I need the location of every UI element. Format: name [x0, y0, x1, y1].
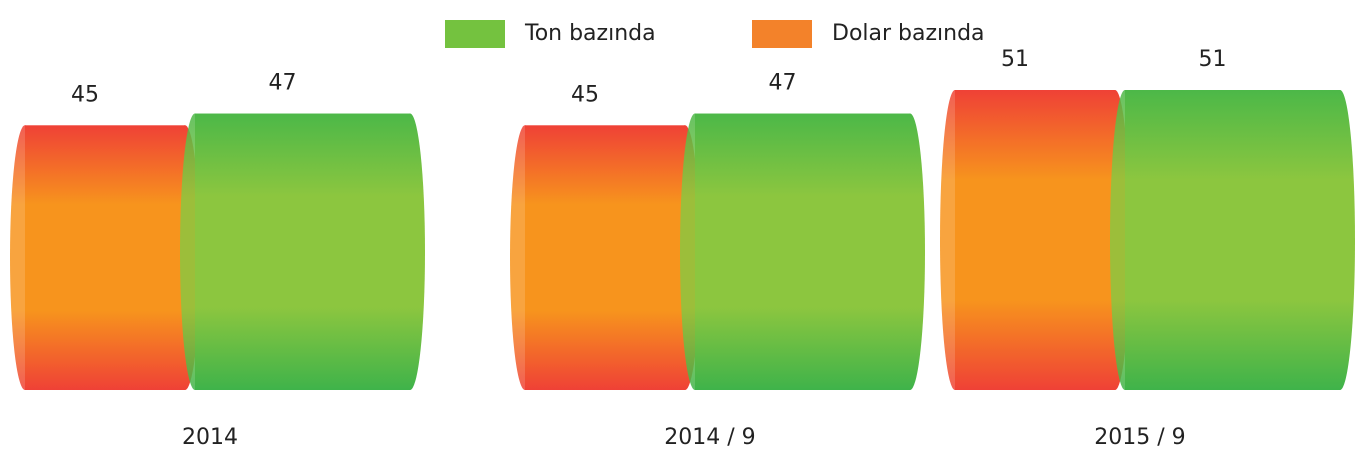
- value-label: 51: [1199, 47, 1227, 72]
- bar: [1125, 90, 1340, 390]
- bar-end: [1325, 90, 1355, 390]
- x-tick-label: 2014: [182, 425, 238, 450]
- x-tick-label: 2014 / 9: [664, 425, 755, 450]
- value-label: 51: [1001, 47, 1029, 72]
- bar: [195, 113, 410, 390]
- legend-swatch: [752, 20, 812, 48]
- bar: [25, 125, 185, 390]
- bar-cap: [510, 125, 540, 390]
- value-label: 45: [71, 82, 99, 107]
- bar-cap: [10, 125, 40, 390]
- x-tick-label: 2015 / 9: [1094, 425, 1185, 450]
- bar: [695, 113, 910, 390]
- legend-swatch: [445, 20, 505, 48]
- value-label: 47: [269, 71, 297, 96]
- bar-end: [395, 113, 425, 390]
- value-label: 47: [769, 71, 797, 96]
- bar-cap: [940, 90, 970, 390]
- bar-cap: [1110, 90, 1140, 390]
- bar: [955, 90, 1115, 390]
- bar-cap: [180, 113, 210, 390]
- bar: [525, 125, 685, 390]
- legend-label: Dolar bazında: [832, 21, 985, 46]
- value-label: 45: [571, 82, 599, 107]
- bar-cap: [680, 113, 710, 390]
- bar-end: [895, 113, 925, 390]
- legend-label: Ton bazında: [524, 21, 656, 46]
